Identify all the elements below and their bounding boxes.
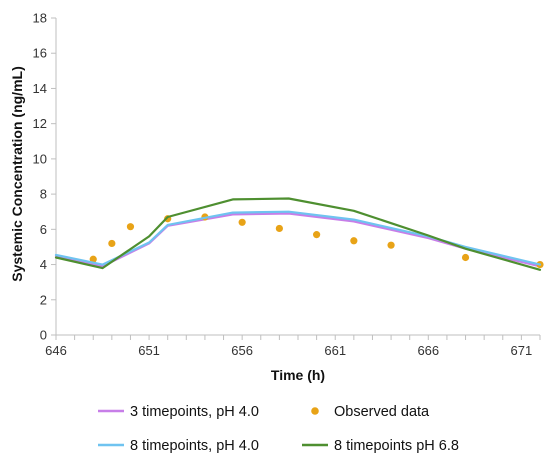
y-tick-label: 16 — [33, 46, 47, 61]
x-axis-title: Time (h) — [271, 367, 325, 383]
series-line-0 — [54, 212, 542, 268]
observed-data-point — [387, 241, 395, 249]
x-tick-label: 666 — [417, 343, 439, 358]
observed-data-point — [275, 224, 283, 233]
y-tick-label: 10 — [33, 151, 47, 166]
y-tick-label: 18 — [33, 11, 47, 26]
x-tick-label: 661 — [324, 343, 346, 358]
y-tick-label: 14 — [33, 81, 47, 96]
legend-label-3: 8 timepoints pH 6.8 — [334, 438, 459, 454]
observed-data-point — [313, 231, 321, 239]
x-tick-label: 656 — [231, 343, 253, 358]
y-tick-label: 6 — [40, 222, 47, 237]
y-tick-label: 12 — [33, 116, 47, 131]
series-line-3 — [54, 197, 542, 271]
plot-area — [54, 197, 544, 271]
x-tick-label: 671 — [511, 343, 533, 358]
y-tick-label: 2 — [40, 292, 47, 307]
y-tick-label: 8 — [40, 187, 47, 202]
y-tick-label: 4 — [40, 257, 47, 272]
legend-label-0: 3 timepoints, pH 4.0 — [130, 404, 259, 420]
legend-label-1: Observed data — [334, 404, 430, 420]
legend-swatch-1 — [311, 407, 319, 415]
observed-data-point — [350, 237, 358, 245]
axes: 0 2 4 6 8 10 12 14 16 18 646 651 656 661 666 671 — [33, 11, 541, 358]
observed-data-point — [461, 253, 470, 262]
x-tick-label: 651 — [138, 343, 160, 358]
legend: 3 timepoints, pH 4.0 Observed data 8 timep… — [98, 404, 459, 454]
observed-data-point — [126, 223, 135, 231]
observed-data-point — [108, 239, 116, 248]
observed-data-point — [89, 255, 97, 263]
x-tick-label: 646 — [45, 343, 67, 358]
y-axis-title: Systemic Concentration (ng/mL) — [9, 66, 25, 281]
y-tick-label: 0 — [40, 328, 47, 343]
observed-data-point — [238, 218, 246, 226]
legend-label-2: 8 timepoints, pH 4.0 — [130, 438, 259, 454]
